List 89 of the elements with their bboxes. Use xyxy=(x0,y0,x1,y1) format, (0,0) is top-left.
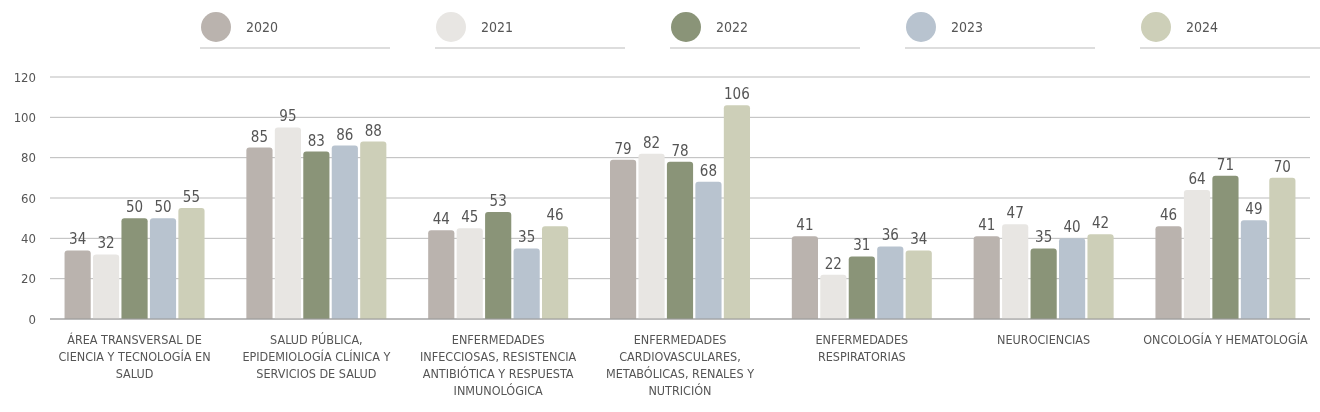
data-label: 31 xyxy=(853,236,871,255)
data-label: 71 xyxy=(1216,155,1235,174)
x-tick-label: ENFERMEDADES INFECCIOSAS, RESISTENCIA ANTIBIÓTICA Y RESPUESTA INMUNOLÓGICA xyxy=(420,332,577,398)
data-label: 106 xyxy=(724,85,750,104)
y-tick-label: 60 xyxy=(21,190,36,206)
bar xyxy=(1155,226,1182,319)
y-tick-label: 80 xyxy=(21,150,36,166)
data-label: 53 xyxy=(489,192,507,211)
legend-label: 2020 xyxy=(246,19,279,35)
data-label: 44 xyxy=(432,210,450,229)
data-label: 34 xyxy=(69,230,87,249)
bar xyxy=(303,151,330,319)
legend-label: 2021 xyxy=(481,19,514,35)
data-label: 68 xyxy=(699,161,718,180)
data-label: 50 xyxy=(154,198,172,217)
y-tick-label: 0 xyxy=(28,311,36,327)
data-label: 34 xyxy=(910,230,928,249)
y-tick-label: 20 xyxy=(21,271,36,287)
data-label: 88 xyxy=(364,121,382,140)
data-label: 95 xyxy=(279,107,297,126)
bar xyxy=(791,236,818,319)
bar xyxy=(1240,220,1267,319)
x-tick-label: ENFERMEDADES RESPIRATORIAS xyxy=(815,332,909,364)
data-label: 49 xyxy=(1245,200,1263,219)
x-tick-label: ÁREA TRANSVERSAL DE CIENCIA Y TECNOLOGÍA EN SALUD xyxy=(58,332,211,381)
data-label: 64 xyxy=(1188,169,1206,188)
data-label: 40 xyxy=(1063,218,1081,237)
data-label: 82 xyxy=(642,133,661,152)
legend-label: 2024 xyxy=(1186,19,1219,35)
data-label: 78 xyxy=(671,141,689,160)
bar xyxy=(1183,189,1211,319)
bar xyxy=(485,212,512,319)
bar xyxy=(695,181,722,319)
data-label: 22 xyxy=(824,254,842,273)
bar xyxy=(1212,175,1239,319)
data-label: 47 xyxy=(1006,204,1024,223)
x-tick-label: SALUD PÚBLICA, EPIDEMIOLOGÍA CLÍNICA Y SERVICIOS DE SALUD xyxy=(242,332,391,381)
bar xyxy=(1087,234,1114,319)
data-label: 41 xyxy=(978,216,996,235)
y-tick-label: 40 xyxy=(21,230,36,246)
y-tick-label: 100 xyxy=(13,109,36,125)
bar xyxy=(820,274,847,319)
data-label: 79 xyxy=(614,139,632,158)
data-label: 36 xyxy=(881,226,899,245)
x-tick-label: ENFERMEDADES CARDIOVASCULARES, METABÓLICAS, RENALES Y NUTRICIÓN xyxy=(605,332,755,398)
data-label: 46 xyxy=(1159,206,1178,225)
data-label: 55 xyxy=(182,188,201,207)
data-label: 46 xyxy=(546,206,564,225)
bar xyxy=(723,105,750,319)
bar xyxy=(246,147,273,319)
x-tick-label: NEUROCIENCIAS xyxy=(997,332,1091,347)
bar xyxy=(666,161,694,319)
bar xyxy=(638,153,665,319)
data-label: 70 xyxy=(1273,157,1291,176)
y-tick-label: 120 xyxy=(13,69,36,85)
bar xyxy=(360,141,387,319)
data-label: 83 xyxy=(307,131,325,150)
bar xyxy=(1269,177,1296,319)
data-label: 32 xyxy=(97,234,115,253)
legend-label: 2023 xyxy=(951,19,984,35)
bar xyxy=(1002,224,1029,319)
data-label: 41 xyxy=(796,216,814,235)
bar xyxy=(610,159,637,319)
data-label: 85 xyxy=(250,127,269,146)
bar xyxy=(93,254,120,319)
legend-label: 2022 xyxy=(716,19,749,35)
bar xyxy=(331,145,358,319)
data-label: 45 xyxy=(461,208,479,227)
bar xyxy=(456,228,483,319)
bar xyxy=(848,256,875,319)
x-tick-label: ONCOLOGÍA Y HEMATOLOGÍA xyxy=(1143,332,1308,347)
data-label: 50 xyxy=(125,198,144,217)
data-label: 35 xyxy=(518,228,536,247)
data-label: 35 xyxy=(1035,228,1053,247)
bar xyxy=(149,218,177,319)
bar xyxy=(121,218,148,319)
bar xyxy=(905,250,932,319)
bar xyxy=(542,226,569,319)
bar xyxy=(428,230,455,319)
bar xyxy=(1059,238,1086,319)
bar xyxy=(64,250,91,319)
bar xyxy=(1030,248,1057,319)
data-label: 42 xyxy=(1091,214,1110,233)
bar xyxy=(178,208,205,319)
bar xyxy=(877,246,904,319)
bar xyxy=(274,127,301,319)
bar xyxy=(973,236,1000,319)
bar xyxy=(513,248,540,319)
data-label: 86 xyxy=(336,125,354,144)
